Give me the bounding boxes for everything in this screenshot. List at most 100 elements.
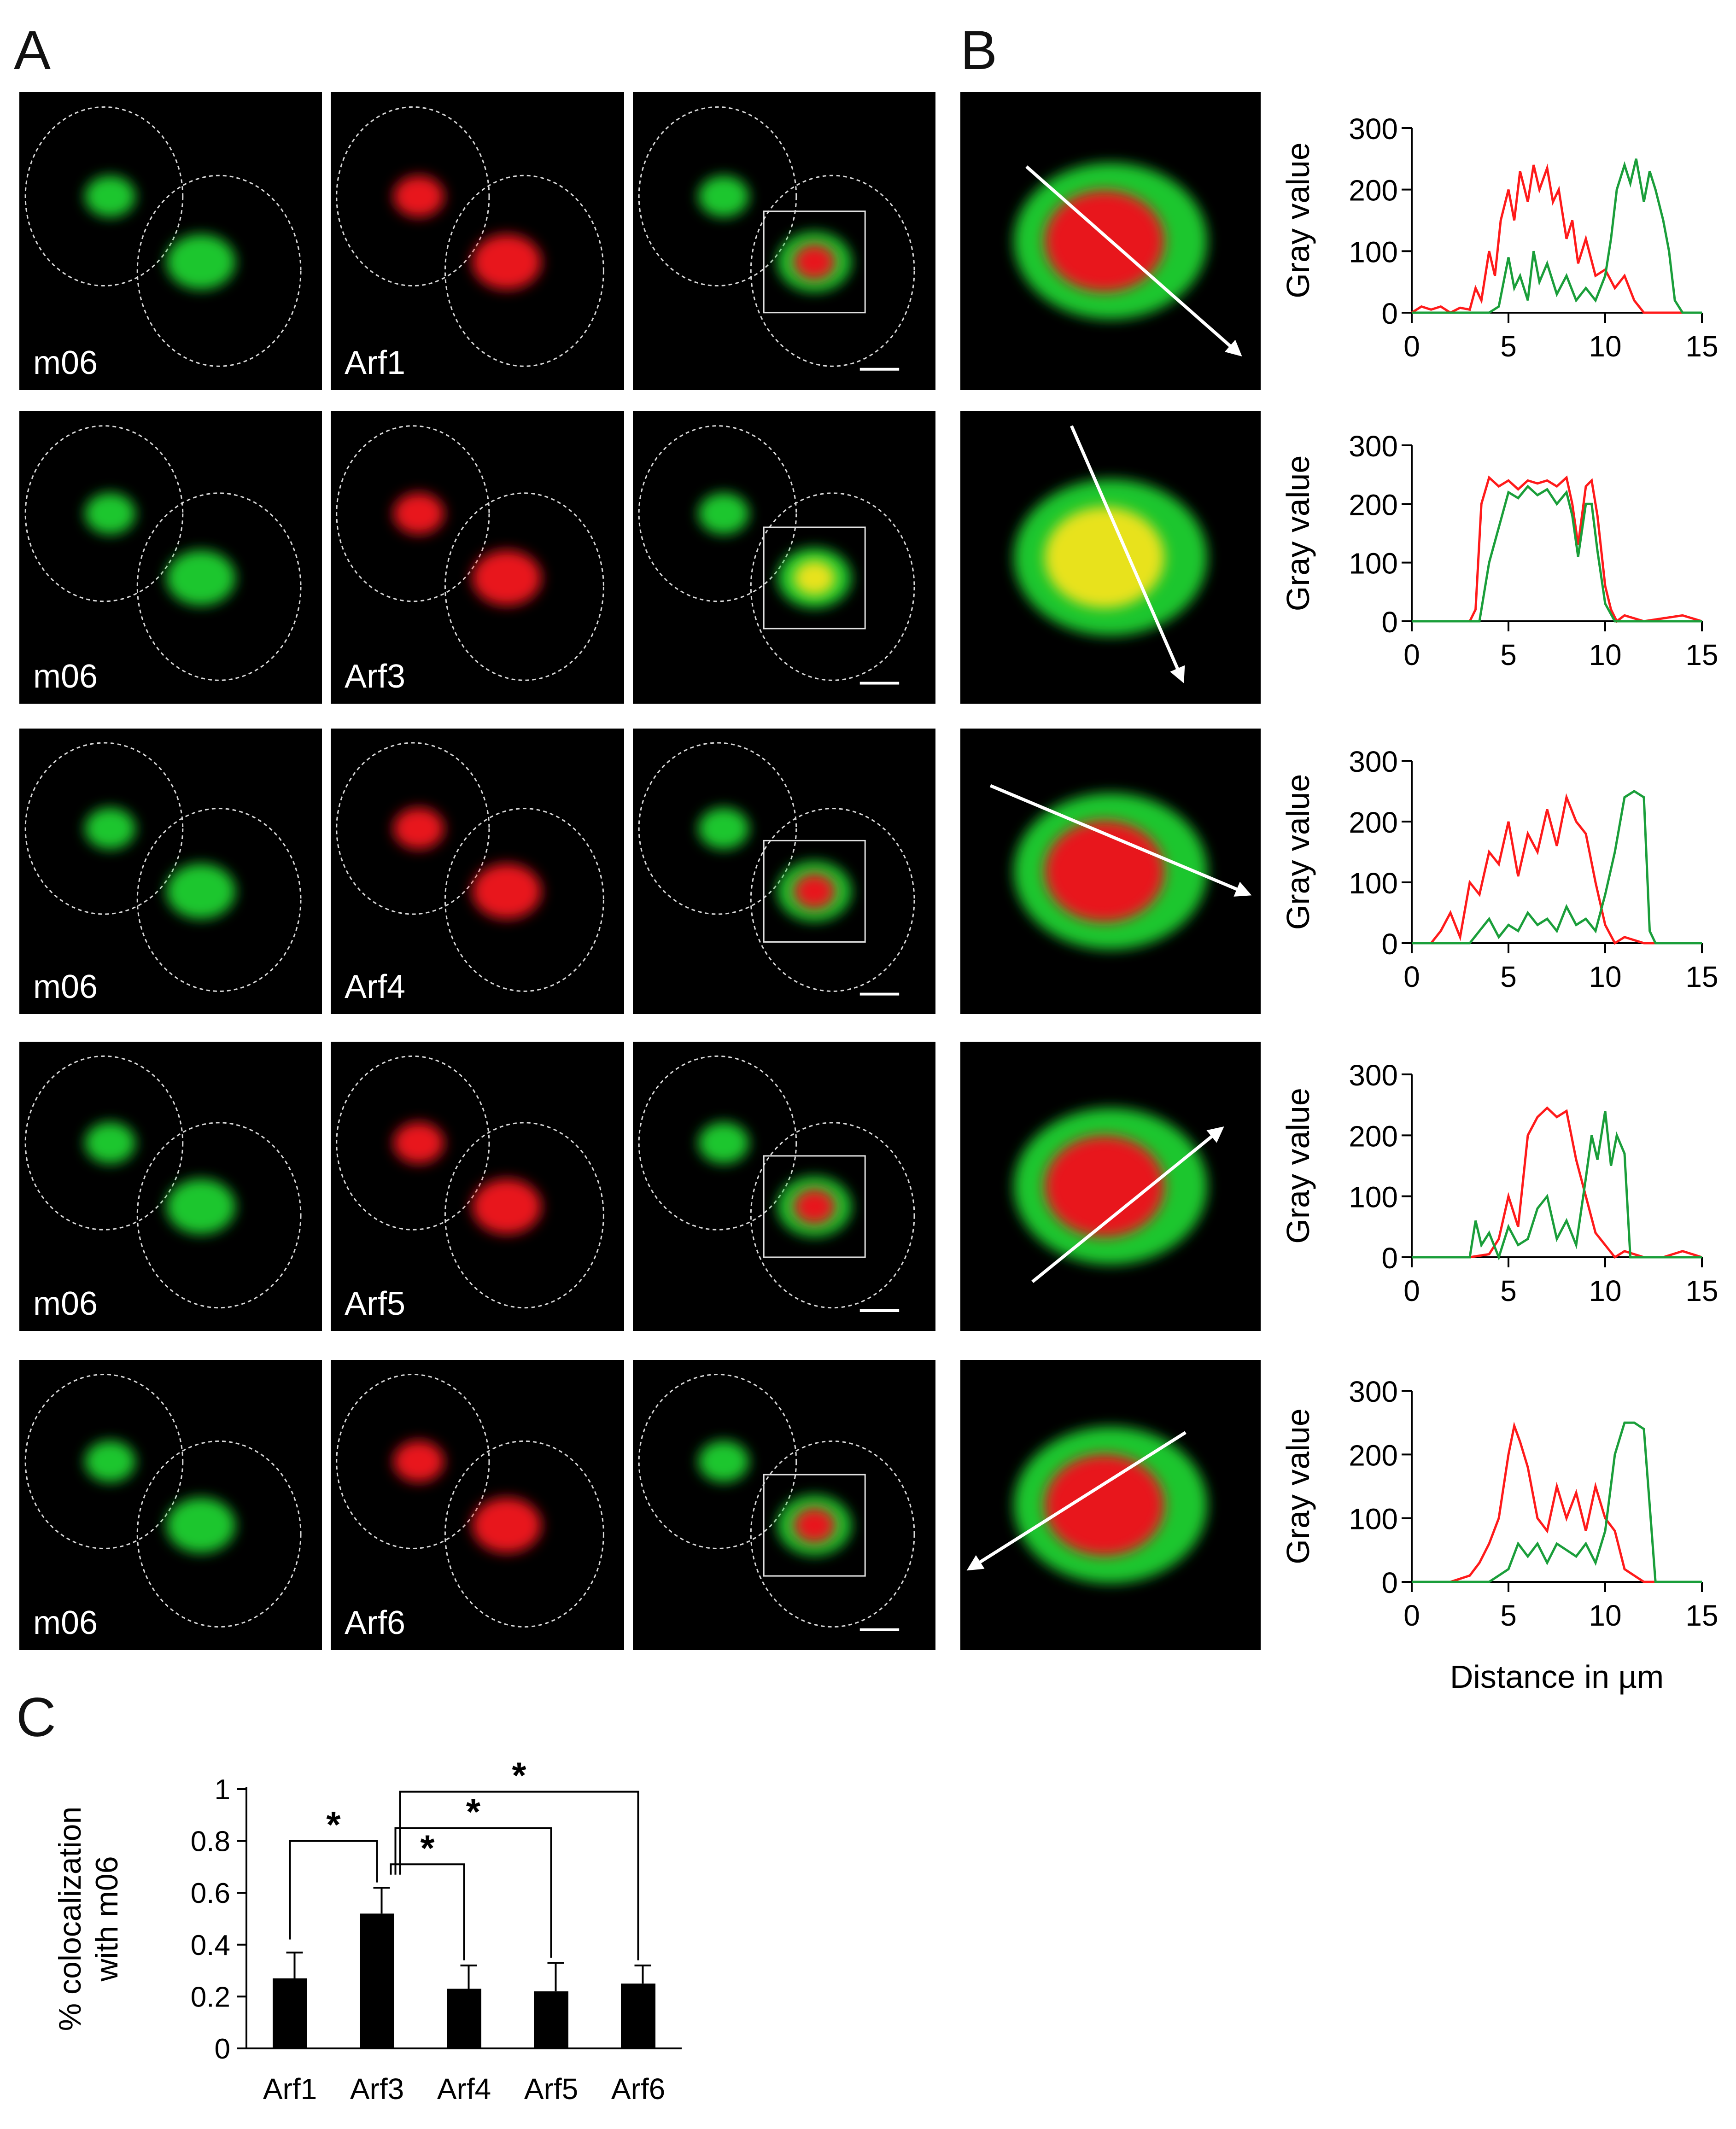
fluorescent-signal xyxy=(698,493,749,535)
x-tick-label: 10 xyxy=(1589,1274,1621,1307)
cell-outline xyxy=(750,1440,915,1628)
y-tick-label: 0.8 xyxy=(191,1826,230,1858)
fluorescent-signal xyxy=(698,175,749,217)
micrograph-r4-c3 xyxy=(633,1042,935,1331)
channel-label-m06: m06 xyxy=(33,1285,98,1322)
micrograph-r3-c2: Arf4 xyxy=(331,729,624,1014)
category-label: Arf4 xyxy=(437,2072,491,2106)
fluorescent-signal xyxy=(1044,190,1164,292)
cell-outline xyxy=(444,492,604,681)
x-tick-label: 0 xyxy=(1403,960,1420,993)
category-label: Arf3 xyxy=(350,2072,404,2106)
inset-box xyxy=(763,210,866,314)
channel-label-m06: m06 xyxy=(33,968,98,1005)
x-tick-label: 10 xyxy=(1589,638,1621,671)
micrograph-r5-c1: m06 xyxy=(19,1360,322,1650)
cell-outline xyxy=(136,175,302,367)
cell-outline xyxy=(136,492,302,681)
x-tick-label: 10 xyxy=(1589,1599,1621,1632)
x-tick-label: 10 xyxy=(1589,330,1621,363)
profile-plot-1: 0 100 200 300 0 5 10 15 Gray value xyxy=(1280,112,1718,363)
profile-arrow xyxy=(989,784,1252,897)
category-label: Arf5 xyxy=(524,2072,578,2106)
significance-star: * xyxy=(512,1755,526,1796)
y-tick-label: 300 xyxy=(1349,1375,1398,1408)
fluorescent-signal xyxy=(472,1178,542,1234)
micrograph-r2-c3 xyxy=(633,411,935,704)
cell-outline xyxy=(750,492,915,681)
fluorescent-signal xyxy=(794,244,836,280)
inset-box xyxy=(763,840,866,943)
fluorescent-signal xyxy=(85,1122,136,1164)
profile-line-red xyxy=(1412,1421,1702,1583)
y-tick-label: 0 xyxy=(1381,927,1398,961)
x-tick-label: 0 xyxy=(1403,330,1420,363)
x-tick-label: 15 xyxy=(1685,1274,1718,1307)
channel-label-arf: Arf4 xyxy=(345,968,405,1005)
y-tick-label: 0 xyxy=(1381,606,1398,639)
fluorescent-signal xyxy=(1044,1136,1164,1237)
y-tick-label: 200 xyxy=(1349,806,1398,839)
cell-outline xyxy=(24,1055,184,1231)
x-tick-label: 15 xyxy=(1685,1599,1718,1632)
micrograph-r1-c1: m06 xyxy=(19,92,322,390)
fluorescent-signal xyxy=(393,1441,444,1482)
cell-outline xyxy=(638,742,797,915)
micrograph-r3-c3 xyxy=(633,729,935,1014)
fluorescent-signal xyxy=(166,550,236,606)
y-tick-label: 0.4 xyxy=(191,1930,230,1961)
fluorescent-signal xyxy=(472,234,542,290)
panel-letter-a: A xyxy=(14,19,51,81)
cell-outline xyxy=(336,425,490,602)
x-tick-label: 5 xyxy=(1500,638,1517,671)
cell-outline xyxy=(24,106,184,287)
x-tick-label: 5 xyxy=(1500,960,1517,993)
y-tick-label: 100 xyxy=(1349,547,1398,580)
fluorescent-signal xyxy=(166,863,236,919)
profile-line-green xyxy=(1412,1111,1702,1261)
fluorescent-signal xyxy=(1044,821,1164,922)
x-tick-label: 0 xyxy=(1403,1274,1420,1307)
y-axis-label: Gray value xyxy=(1280,142,1316,298)
cell-outline xyxy=(336,1055,490,1231)
fluorescent-signal xyxy=(472,863,542,919)
cell-outline xyxy=(444,175,604,367)
channel-label-m06: m06 xyxy=(33,344,98,381)
fluorescent-signal xyxy=(472,1498,542,1553)
y-tick-label: 100 xyxy=(1349,867,1398,900)
x-tick-label: 5 xyxy=(1500,1599,1517,1632)
channel-label-m06: m06 xyxy=(33,1604,98,1641)
significance-bracket xyxy=(289,1840,378,1940)
y-axis-label: Gray value xyxy=(1280,774,1316,930)
x-tick-label: 10 xyxy=(1589,960,1621,993)
significance-bracket xyxy=(399,1791,639,1960)
profile-line-green xyxy=(1412,790,1702,945)
y-axis-label: Gray value xyxy=(1280,1408,1316,1564)
cell-outline xyxy=(638,1055,797,1231)
category-label: Arf6 xyxy=(611,2072,665,2106)
channel-label-m06: m06 xyxy=(33,658,98,695)
fluorescent-signal xyxy=(166,1178,236,1234)
channel-label-arf: Arf5 xyxy=(345,1285,405,1322)
fluorescent-signal xyxy=(794,1508,836,1543)
fluorescent-signal xyxy=(794,1189,836,1224)
profile-line-red xyxy=(1411,163,1702,314)
y-tick-label: 0 xyxy=(1381,1242,1398,1275)
y-tick-label: 300 xyxy=(1349,430,1398,463)
micrograph-r2-c4 xyxy=(960,411,1261,704)
x-tick-label: 15 xyxy=(1685,330,1718,363)
significance-star: * xyxy=(420,1827,435,1868)
profile-arrow xyxy=(966,1431,1187,1571)
fluorescent-signal xyxy=(85,175,136,217)
cell-outline xyxy=(336,1374,490,1549)
fluorescent-signal xyxy=(794,874,836,909)
colocalization-bar-chart: 0 0.2 0.4 0.6 0.8 1 % colocalizationwith m06 Ar… xyxy=(53,1755,682,2106)
channel-label-arf: Arf3 xyxy=(345,658,405,695)
y-tick-label: 100 xyxy=(1349,235,1398,268)
y-tick-label: 300 xyxy=(1349,1059,1398,1092)
inset-box xyxy=(763,1155,866,1258)
micrograph-r5-c2: Arf6 xyxy=(331,1360,624,1650)
cell-outline xyxy=(136,808,302,992)
